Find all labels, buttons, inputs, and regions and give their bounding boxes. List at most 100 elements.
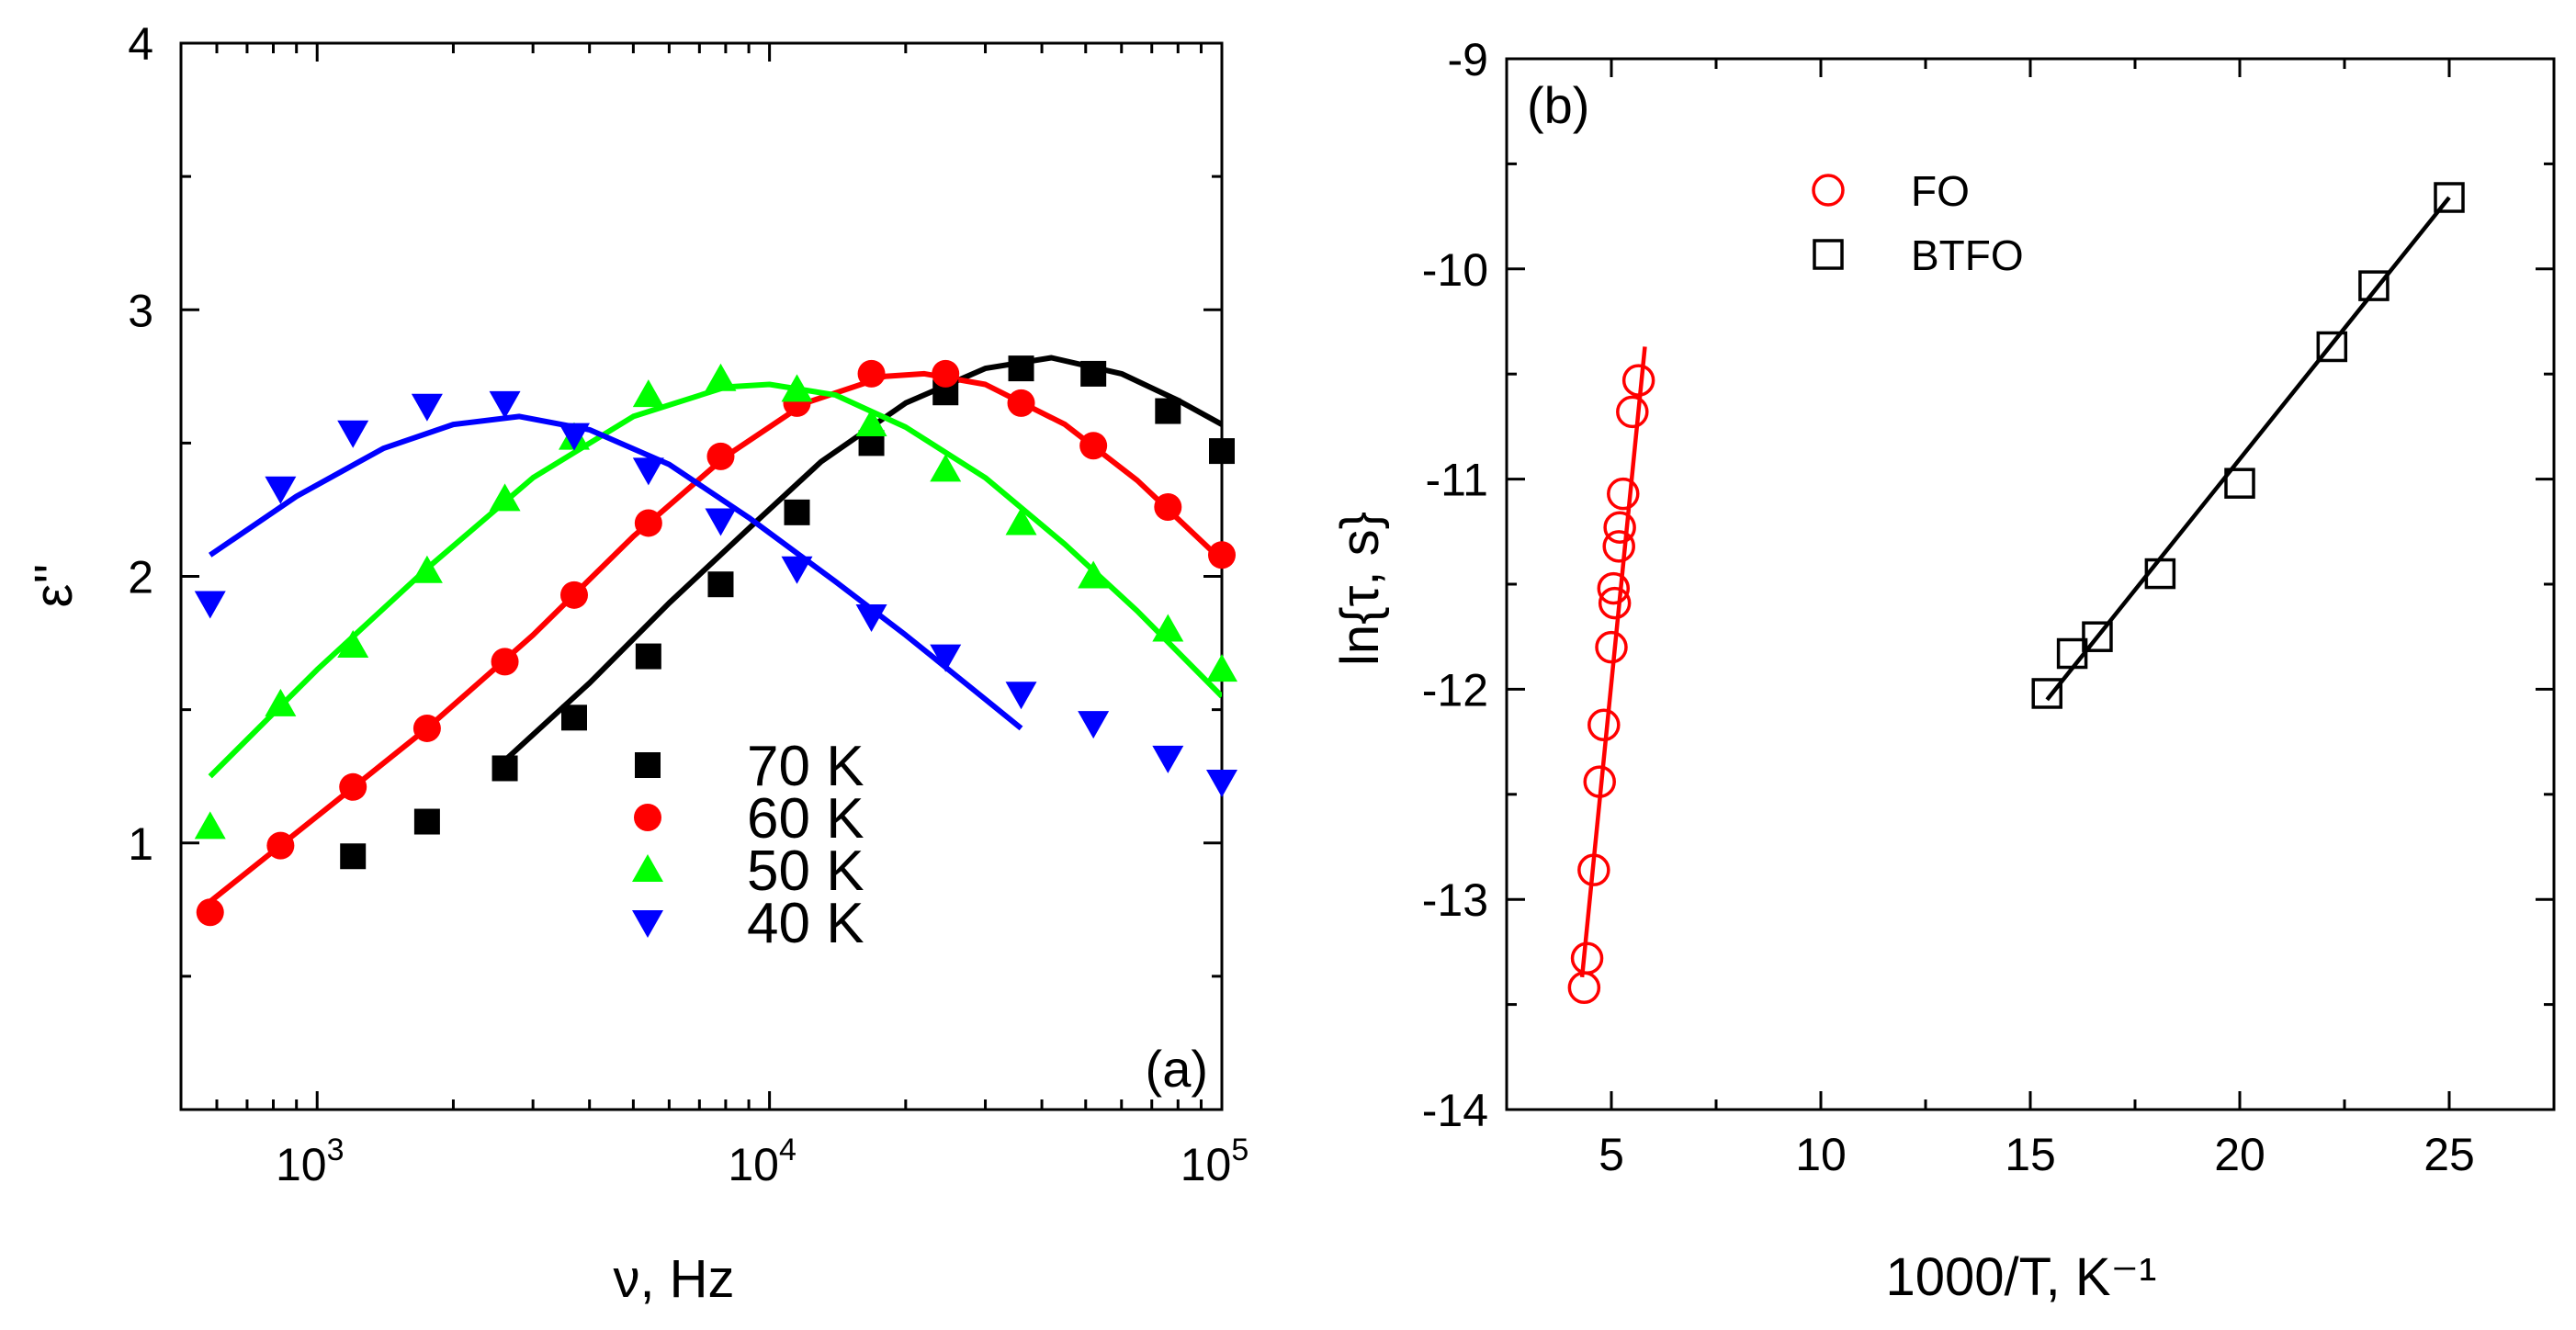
y-tick-label-b: -10: [1422, 244, 1488, 296]
data-point-50k: [1206, 654, 1237, 682]
data-point-btfo: [2224, 468, 2255, 499]
data-point-70k: [340, 843, 367, 870]
data-point-70k: [635, 643, 661, 670]
legend-marker-b: [1812, 174, 1845, 207]
data-point-fo: [1570, 941, 1604, 975]
data-point-70k: [1080, 360, 1107, 387]
y-tick-label-a: 2: [128, 552, 153, 603]
data-point-40k: [1206, 769, 1237, 797]
legend-marker-a: [635, 752, 661, 778]
data-point-fo: [1621, 364, 1655, 397]
data-point-fo: [1577, 853, 1610, 886]
legend-marker-a: [632, 910, 663, 938]
data-point-40k: [411, 393, 443, 422]
data-point-fo: [1616, 395, 1649, 429]
data-point-btfo: [2082, 621, 2113, 652]
legend-label-b: FO: [1911, 167, 1970, 215]
data-point-70k: [1008, 355, 1034, 382]
legend-label-a: 70 K: [747, 735, 864, 798]
y-tick-label-a: 4: [128, 18, 153, 70]
data-point-40k: [1005, 682, 1037, 710]
data-point-40k: [1078, 711, 1110, 739]
x-tick-label-b: 25: [2423, 1129, 2475, 1180]
x-tick-label-exp: 3: [327, 1133, 345, 1167]
y-tick-label-b: -9: [1448, 34, 1488, 85]
data-point-60k: [196, 898, 224, 927]
data-point-70k: [560, 704, 587, 731]
data-point-60k: [559, 580, 588, 609]
legend-marker-b: [1813, 239, 1844, 270]
data-point-50k: [194, 811, 226, 840]
data-point-btfo: [2144, 558, 2176, 590]
data-point-60k: [339, 772, 367, 801]
data-point-40k: [781, 556, 813, 584]
data-point-50k: [781, 374, 813, 402]
data-point-50k: [632, 379, 664, 408]
data-point-60k: [1079, 432, 1108, 460]
data-point-btfo: [2056, 637, 2088, 670]
legend-marker-a: [632, 854, 663, 882]
data-point-50k: [705, 363, 737, 391]
data-point-50k: [489, 483, 521, 512]
x-tick-label-b: 15: [2005, 1129, 2056, 1180]
x-tick-label-b: 10: [1795, 1129, 1847, 1180]
data-point-50k: [337, 629, 369, 658]
data-point-50k: [1078, 560, 1110, 589]
data-point-fo: [1607, 477, 1640, 511]
data-point-70k: [1155, 398, 1181, 424]
x-axis-title-b: 1000/T, K⁻¹: [1886, 1247, 2157, 1307]
data-point-fo: [1587, 708, 1621, 742]
data-point-60k: [857, 359, 886, 388]
legend-label-a: 60 K: [747, 787, 864, 851]
data-point-70k: [784, 499, 810, 525]
x-tick-label-base: 10: [276, 1139, 327, 1190]
fit-line-btfo: [2045, 196, 2451, 702]
data-point-40k: [489, 390, 521, 419]
data-point-40k: [1152, 745, 1184, 773]
data-point-fo: [1583, 765, 1616, 798]
x-tick-label-exp: 4: [779, 1133, 797, 1167]
data-point-70k: [491, 755, 518, 782]
data-point-btfo: [2031, 678, 2062, 709]
data-point-fo: [1597, 571, 1631, 605]
data-point-40k: [855, 604, 887, 633]
data-point-50k: [265, 688, 297, 716]
panel-b-frame: [1505, 57, 2556, 1111]
y-tick-label-b: -12: [1422, 664, 1488, 716]
panel-label-a: (a): [1146, 1040, 1208, 1098]
data-point-60k: [412, 714, 441, 742]
data-point-40k: [632, 457, 664, 486]
data-point-fo: [1603, 511, 1636, 544]
legend-marker-a: [634, 804, 661, 831]
data-point-btfo: [2358, 270, 2390, 301]
data-point-50k: [1005, 507, 1037, 535]
data-point-60k: [1154, 493, 1182, 522]
legend-label-a: 40 K: [747, 892, 864, 955]
data-point-40k: [930, 644, 962, 672]
data-point-70k: [413, 808, 440, 835]
data-point-60k: [1208, 541, 1236, 569]
y-tick-label-b: -14: [1422, 1085, 1488, 1136]
data-point-40k: [705, 508, 737, 536]
data-point-60k: [634, 509, 662, 537]
data-point-50k: [855, 409, 887, 437]
data-point-40k: [558, 423, 590, 451]
x-tick-label-a: 104: [728, 1133, 797, 1190]
y-axis-title-b: ln{τ, s}: [1330, 512, 1390, 666]
legend-label-a: 50 K: [747, 840, 864, 903]
legend-label-b: BTFO: [1911, 231, 2024, 279]
x-axis-title-a: ν, Hz: [613, 1249, 734, 1309]
y-axis-title-a: ε'': [24, 563, 84, 607]
x-tick-label-a: 103: [276, 1133, 345, 1190]
panel-label-b: (b): [1527, 76, 1589, 134]
y-tick-label-b: -13: [1422, 874, 1488, 926]
data-point-60k: [706, 442, 735, 470]
data-point-btfo: [2316, 331, 2348, 363]
y-tick-label-a: 1: [128, 818, 153, 870]
data-point-40k: [337, 420, 369, 448]
data-point-50k: [930, 454, 962, 482]
data-point-40k: [194, 591, 226, 619]
x-tick-label-b: 20: [2214, 1129, 2265, 1180]
x-tick-label-base: 10: [1181, 1139, 1232, 1190]
